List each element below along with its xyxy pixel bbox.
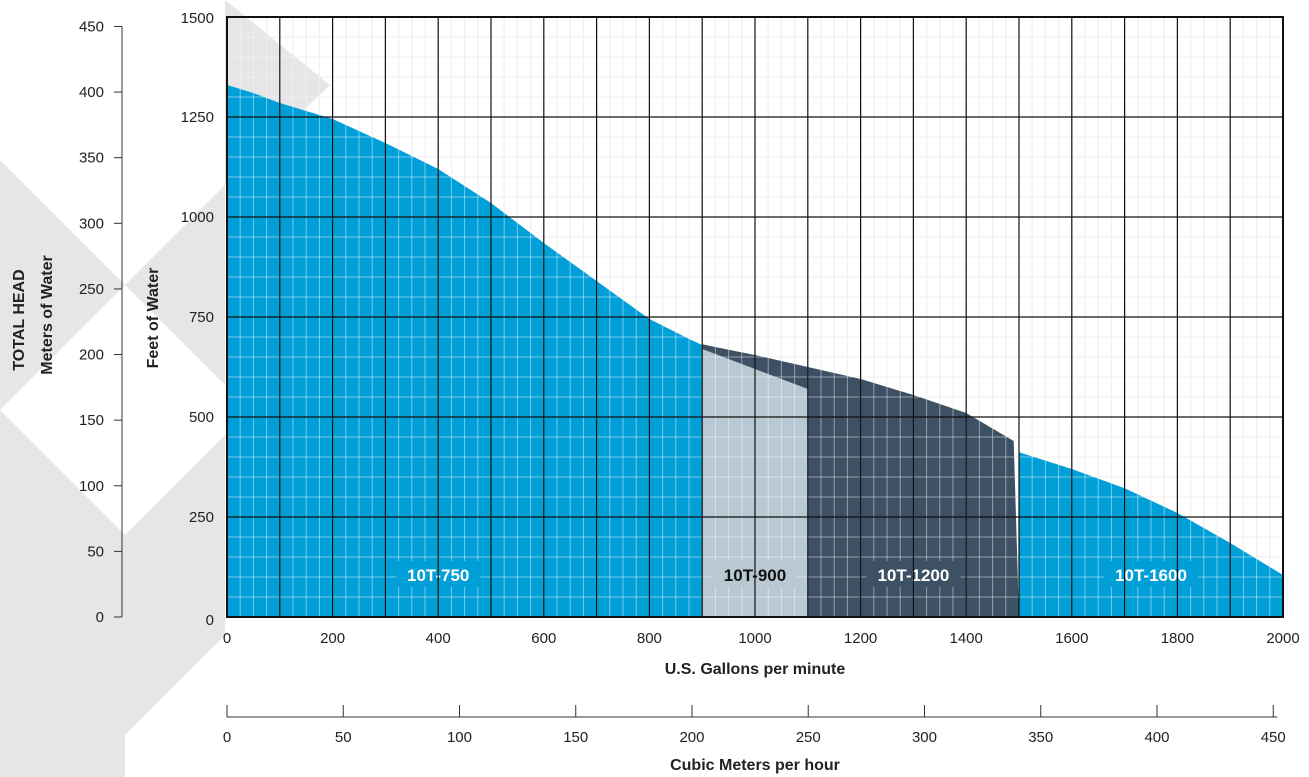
left-axis-ticks: 0 50 100 150 200 250 300 350 400 450: [79, 18, 123, 626]
right-axis-tick-label: 1250: [181, 109, 214, 126]
secondary-x-axis-title: Cubic Meters per hour: [670, 757, 840, 774]
right-axis-tick-label: 500: [189, 409, 214, 426]
left-axis-tick-label: 100: [79, 478, 104, 495]
right-axis-tick-label: 250: [189, 509, 214, 526]
left-axis-tick-label: 400: [79, 84, 104, 101]
region-label-background: [1104, 561, 1198, 587]
secondary-x-axis-tick-label: 300: [912, 729, 937, 746]
right-axis-tick-label: 0: [206, 612, 214, 629]
region-label-10t-1600: 10T-1600: [1115, 566, 1187, 585]
chevron-shape: [125, 185, 225, 385]
left-axis-title-line2: Meters of Water: [39, 255, 56, 374]
x-axis-tick-label: 600: [531, 630, 556, 647]
right-axis-title: Feet of Water: [145, 268, 162, 369]
x-axis-title: U.S. Gallons per minute: [665, 661, 846, 678]
chevron-shape: [125, 435, 225, 735]
x-axis-tick-label: 400: [426, 630, 451, 647]
secondary-x-axis-tick-label: 150: [563, 729, 588, 746]
secondary-x-axis-tick-label: 350: [1028, 729, 1053, 746]
secondary-x-axis-ticks: 0 50 100 150 200 250 300 350 400 450: [223, 705, 1286, 746]
left-axis-tick-label: 150: [79, 412, 104, 429]
left-axis-tick-label: 200: [79, 347, 104, 364]
secondary-x-axis-tick-label: 0: [223, 729, 231, 746]
left-axis-tick-label: 450: [79, 18, 104, 35]
secondary-x-axis-tick-label: 200: [679, 729, 704, 746]
region-10t-750: [227, 85, 703, 617]
region-10t-1600: [1019, 452, 1283, 617]
left-axis-title-line1: TOTAL HEAD: [11, 269, 28, 370]
left-axis-tick-label: 250: [79, 281, 104, 298]
right-axis-tick-label: 1500: [181, 10, 214, 27]
x-axis-tick-label: 2000: [1266, 630, 1299, 647]
secondary-x-axis-tick-label: 250: [796, 729, 821, 746]
x-axis-tick-label: 200: [320, 630, 345, 647]
right-axis-tick-label: 750: [189, 309, 214, 326]
x-axis-tick-label: 1200: [844, 630, 877, 647]
right-axis-tick-label: 1000: [181, 209, 214, 226]
secondary-x-axis-tick-label: 450: [1261, 729, 1286, 746]
plot-frame: [226, 16, 1284, 618]
x-axis-tick-label: 1800: [1161, 630, 1194, 647]
x-axis-tick-label: 1600: [1055, 630, 1088, 647]
x-axis-tick-label: 800: [637, 630, 662, 647]
x-axis-tick-label: 1400: [950, 630, 983, 647]
x-axis-tick-label: 1000: [738, 630, 771, 647]
secondary-x-axis-tick-label: 100: [447, 729, 472, 746]
left-axis-tick-label: 350: [79, 150, 104, 167]
chevron-shape: [0, 410, 125, 777]
left-axis-tick-label: 50: [87, 543, 104, 560]
x-axis-ticks: 0 200 400 600 800 1000 1200 1400 1600 1800 2000: [223, 630, 1300, 647]
left-axis-tick-label: 300: [79, 215, 104, 232]
left-axis-tick-label: 0: [96, 609, 104, 626]
major-grid: [226, 16, 1284, 618]
secondary-x-axis-tick-label: 50: [335, 729, 352, 746]
x-axis-tick-label: 0: [223, 630, 231, 647]
secondary-x-axis-tick-label: 400: [1144, 729, 1169, 746]
chevron-shape: [0, 160, 125, 410]
right-axis-ticks: 0 250 500 750 1000 1250 1500: [181, 10, 214, 629]
